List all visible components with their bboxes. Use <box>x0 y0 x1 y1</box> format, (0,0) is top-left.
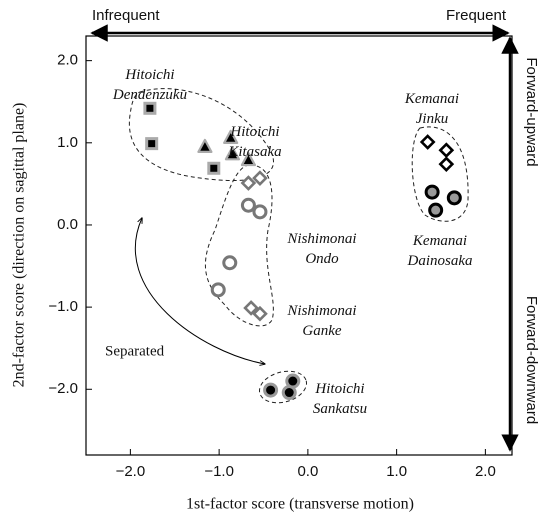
marker <box>438 142 455 159</box>
marker <box>252 170 268 186</box>
marker <box>428 202 444 218</box>
group-label: Kemanai Jinku <box>404 91 459 127</box>
group-outline <box>204 164 274 327</box>
marker <box>143 101 157 115</box>
annotation: Infrequent <box>92 7 160 24</box>
group-label: Hitoichi Sankatsu <box>313 381 367 417</box>
group-outline <box>411 126 469 222</box>
marker <box>285 373 301 389</box>
marker <box>424 184 440 200</box>
y-axis-label: 2nd-factor score (direction on sagittal … <box>11 103 28 388</box>
marker <box>252 305 268 322</box>
marker <box>222 255 238 271</box>
marker <box>197 138 213 154</box>
annotation: Separated <box>105 343 165 359</box>
marker <box>419 134 436 150</box>
marker <box>223 129 239 144</box>
y-tick-label: −2.0 <box>48 380 78 397</box>
y-tick-label: 2.0 <box>57 52 78 69</box>
x-tick-label: 2.0 <box>475 463 496 480</box>
marker <box>438 156 455 173</box>
y-tick-label: 1.0 <box>57 134 78 151</box>
group-label: Hitoichi Kitasaka <box>227 124 281 160</box>
group-label: Nishimonai Ganke <box>286 303 356 339</box>
x-tick-label: −2.0 <box>116 463 146 480</box>
annotation: Forward-upward <box>523 57 540 166</box>
y-tick-label: 0.0 <box>57 216 78 233</box>
group-outline <box>258 370 308 404</box>
y-tick-label: −1.0 <box>48 298 78 315</box>
group-label: Kemanai Dainosaka <box>407 233 473 269</box>
marker <box>252 204 268 220</box>
marker <box>240 175 257 191</box>
marker <box>240 151 257 167</box>
marker <box>446 190 462 206</box>
annotation: Frequent <box>446 7 507 24</box>
group-label: Nishimonai Ondo <box>286 231 356 267</box>
x-tick-label: −1.0 <box>204 463 234 480</box>
marker <box>207 161 221 175</box>
marker <box>243 300 259 316</box>
x-axis-label: 1st-factor score (transverse motion) <box>186 496 414 513</box>
marker <box>210 282 226 298</box>
marker <box>240 197 256 213</box>
x-tick-label: 0.0 <box>297 463 318 480</box>
marker <box>263 382 279 398</box>
x-tick-label: 1.0 <box>386 463 407 480</box>
annotation: Forward-downward <box>523 296 540 424</box>
group-label: Hitoichi Dendenzuku <box>112 67 187 103</box>
marker <box>145 137 159 151</box>
separated-arrow <box>134 218 265 364</box>
marker <box>224 146 241 161</box>
group-outline <box>128 88 274 181</box>
